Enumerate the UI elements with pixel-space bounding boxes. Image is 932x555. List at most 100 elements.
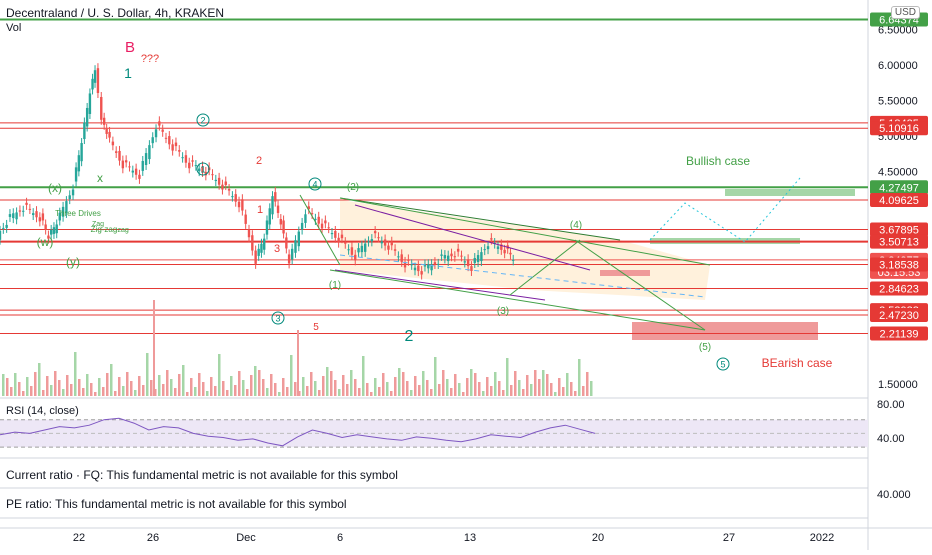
volume-bar [394,377,397,396]
volume-bar [294,382,297,396]
candle-body [433,262,437,265]
candle-body [118,150,121,161]
volume-bar [78,379,81,396]
candle-body [77,155,81,172]
candle-body [12,213,15,219]
candle-body [74,167,78,182]
candle-body [276,205,280,214]
volume-bar [514,371,517,396]
wave-label: 5 [313,322,319,333]
volume-bar [98,378,101,396]
volume-bar [398,368,401,396]
price-badge-label: 5.10916 [879,123,919,135]
candle-body [420,271,423,275]
volume-bar [502,390,505,396]
candle-body [470,266,473,271]
wave-label: (x) [48,181,62,195]
volume-bar [6,378,9,396]
volume-bar [490,386,493,396]
candle-body [407,259,410,261]
wave-label: 2 [405,328,414,345]
volume-bar [278,392,281,396]
candle-body [178,150,181,152]
candle-body [184,155,188,163]
volume-bar [82,388,85,396]
candle-body [108,131,111,138]
price-badge [870,222,928,237]
volume-bar [110,364,113,396]
candle-body [85,107,89,127]
circled-wave-label: 5 [720,360,725,370]
candle-body [22,210,25,212]
volume-bar [282,378,285,396]
current-zone [600,270,650,276]
candle-body [443,255,447,259]
candle-body [138,174,141,179]
candle-body [453,256,457,258]
bullish-projection [649,177,801,243]
volume-bar [334,380,337,396]
currency-badge[interactable]: USD [890,6,920,19]
candle-body [400,254,403,262]
candle-body [68,195,71,200]
volume-bar [206,391,209,396]
volume-bar [438,384,441,396]
wave-label: Bullish case [686,154,750,168]
candle-body [337,237,340,243]
candle-body [32,213,35,216]
wave-label: (4) [570,220,582,231]
volume-bar [138,376,141,396]
volume-bar [486,377,489,396]
volume-bar [374,378,377,396]
wave-label: x [97,171,103,185]
volume-bar [362,356,365,396]
volume-bar [126,372,129,396]
candle-body [500,244,503,250]
time-tick-label: Dec [236,532,256,544]
candle-body [476,255,480,263]
volume-bar [442,370,445,396]
volume-bar [318,390,321,396]
candle-body [244,214,247,224]
candle-body [450,253,453,257]
price-badge [870,257,928,272]
volume-bar [382,373,385,396]
candle-body [221,184,224,190]
candle-body [440,254,443,256]
rsi-label: RSI (14, close) [6,405,79,417]
volume-bar [246,389,249,396]
volume-bar [354,379,357,396]
volume-bar [210,377,213,396]
candle-body [151,137,154,144]
candle-body [115,151,118,153]
candle-body [148,145,151,160]
rsi-tick-label: 40.00 [877,433,905,445]
candle-body [390,241,393,246]
trend-line [574,239,706,331]
trend-line [329,269,706,331]
pe-tick-label: 40.000 [877,489,911,501]
current-ratio-text: Current ratio · FQ: This fundamental met… [6,468,398,482]
candle-body [350,247,354,255]
volume-bar [414,376,417,396]
volume-bar [106,373,109,396]
candle-body [447,255,450,262]
candle-body [131,170,134,173]
volume-bar [566,373,569,396]
candle-body [201,166,204,172]
volume-bar [190,378,193,396]
candle-body [141,160,144,171]
price-tick-label: 1.50000 [878,379,918,391]
circled-wave-label: 4 [312,180,317,190]
volume-bar [150,380,153,396]
volume-bar [358,388,361,396]
candle-body [154,129,158,138]
candle-body [463,261,466,263]
volume-bar [410,390,413,396]
candle-body [111,141,115,146]
volume-bar [338,389,341,396]
volume-bar [154,389,157,396]
volume-bar [186,392,189,396]
candle-body [144,153,148,165]
